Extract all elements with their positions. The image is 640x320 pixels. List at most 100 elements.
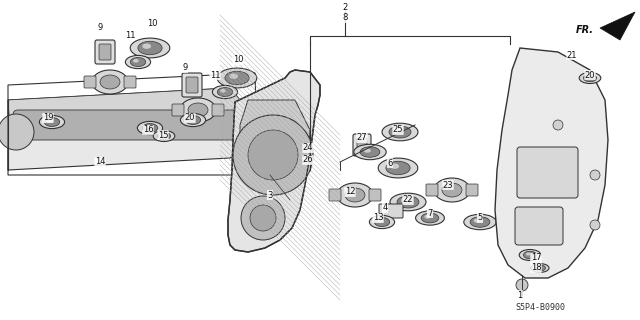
FancyBboxPatch shape (172, 104, 184, 116)
Text: 20: 20 (585, 70, 595, 79)
FancyBboxPatch shape (369, 189, 381, 201)
Text: 13: 13 (372, 213, 383, 222)
Ellipse shape (360, 147, 380, 157)
Polygon shape (240, 100, 310, 185)
Ellipse shape (524, 251, 536, 259)
Ellipse shape (519, 250, 541, 260)
FancyBboxPatch shape (124, 76, 136, 88)
Ellipse shape (382, 123, 418, 141)
FancyBboxPatch shape (379, 204, 403, 218)
Ellipse shape (218, 87, 233, 97)
Circle shape (590, 170, 600, 180)
Circle shape (553, 120, 563, 130)
Ellipse shape (142, 124, 157, 132)
Ellipse shape (378, 158, 418, 178)
Ellipse shape (92, 70, 128, 94)
Circle shape (233, 115, 313, 195)
Text: 9: 9 (182, 63, 188, 73)
Ellipse shape (389, 126, 411, 138)
Ellipse shape (526, 252, 531, 255)
FancyBboxPatch shape (212, 104, 224, 116)
Ellipse shape (133, 59, 139, 63)
Text: 3: 3 (268, 190, 273, 199)
Text: 26: 26 (303, 156, 314, 164)
Ellipse shape (153, 131, 175, 141)
Ellipse shape (364, 148, 371, 153)
Ellipse shape (186, 116, 201, 124)
Ellipse shape (584, 74, 596, 82)
Ellipse shape (536, 266, 541, 268)
Text: 15: 15 (157, 131, 168, 140)
Ellipse shape (393, 128, 401, 133)
Text: 17: 17 (531, 253, 541, 262)
Polygon shape (8, 88, 255, 170)
FancyBboxPatch shape (357, 138, 367, 152)
Ellipse shape (345, 188, 365, 202)
Text: 12: 12 (345, 188, 355, 196)
Text: 9: 9 (97, 23, 102, 33)
Circle shape (590, 220, 600, 230)
Text: 10: 10 (147, 19, 157, 28)
Ellipse shape (100, 75, 120, 89)
Text: S5P4-B0900: S5P4-B0900 (515, 303, 565, 312)
FancyBboxPatch shape (466, 184, 478, 196)
FancyBboxPatch shape (84, 76, 96, 88)
Ellipse shape (397, 196, 419, 208)
Ellipse shape (586, 76, 591, 78)
Ellipse shape (442, 183, 462, 197)
FancyBboxPatch shape (517, 147, 578, 198)
Text: 11: 11 (125, 30, 135, 39)
Text: 11: 11 (210, 70, 220, 79)
Ellipse shape (160, 133, 164, 137)
Ellipse shape (157, 132, 171, 140)
Text: 1: 1 (517, 291, 523, 300)
Text: 25: 25 (393, 125, 403, 134)
Ellipse shape (44, 117, 60, 126)
Ellipse shape (386, 161, 410, 175)
Ellipse shape (138, 41, 162, 55)
Ellipse shape (354, 144, 386, 160)
Ellipse shape (188, 103, 208, 117)
Ellipse shape (142, 44, 151, 49)
Ellipse shape (217, 68, 257, 88)
Ellipse shape (229, 74, 238, 79)
Text: 27: 27 (356, 133, 367, 142)
Text: 24: 24 (303, 143, 313, 153)
Ellipse shape (434, 178, 470, 202)
Circle shape (516, 279, 528, 291)
Ellipse shape (579, 73, 601, 84)
Text: 20: 20 (185, 114, 195, 123)
Text: 23: 23 (443, 180, 453, 189)
Text: 5: 5 (477, 213, 483, 222)
Ellipse shape (180, 98, 216, 122)
Text: 21: 21 (567, 51, 577, 60)
Ellipse shape (474, 219, 481, 223)
Polygon shape (8, 88, 255, 128)
Ellipse shape (415, 211, 444, 225)
Ellipse shape (374, 218, 390, 227)
Ellipse shape (40, 116, 65, 129)
Ellipse shape (377, 219, 383, 223)
FancyBboxPatch shape (182, 73, 202, 97)
FancyBboxPatch shape (515, 207, 563, 245)
FancyBboxPatch shape (95, 40, 115, 64)
Polygon shape (495, 48, 608, 278)
Ellipse shape (47, 119, 52, 123)
Text: 18: 18 (531, 263, 541, 273)
Ellipse shape (138, 121, 163, 135)
Text: FR.: FR. (576, 25, 594, 35)
Polygon shape (600, 12, 635, 40)
Ellipse shape (531, 264, 549, 272)
Ellipse shape (131, 58, 146, 67)
Text: 22: 22 (403, 196, 413, 204)
Text: 2: 2 (342, 4, 348, 12)
Ellipse shape (130, 38, 170, 58)
Ellipse shape (212, 85, 237, 99)
Circle shape (250, 205, 276, 231)
Circle shape (248, 130, 298, 180)
Ellipse shape (180, 113, 205, 127)
Ellipse shape (421, 213, 439, 223)
Ellipse shape (470, 217, 490, 227)
FancyBboxPatch shape (186, 77, 198, 93)
Polygon shape (228, 70, 320, 252)
